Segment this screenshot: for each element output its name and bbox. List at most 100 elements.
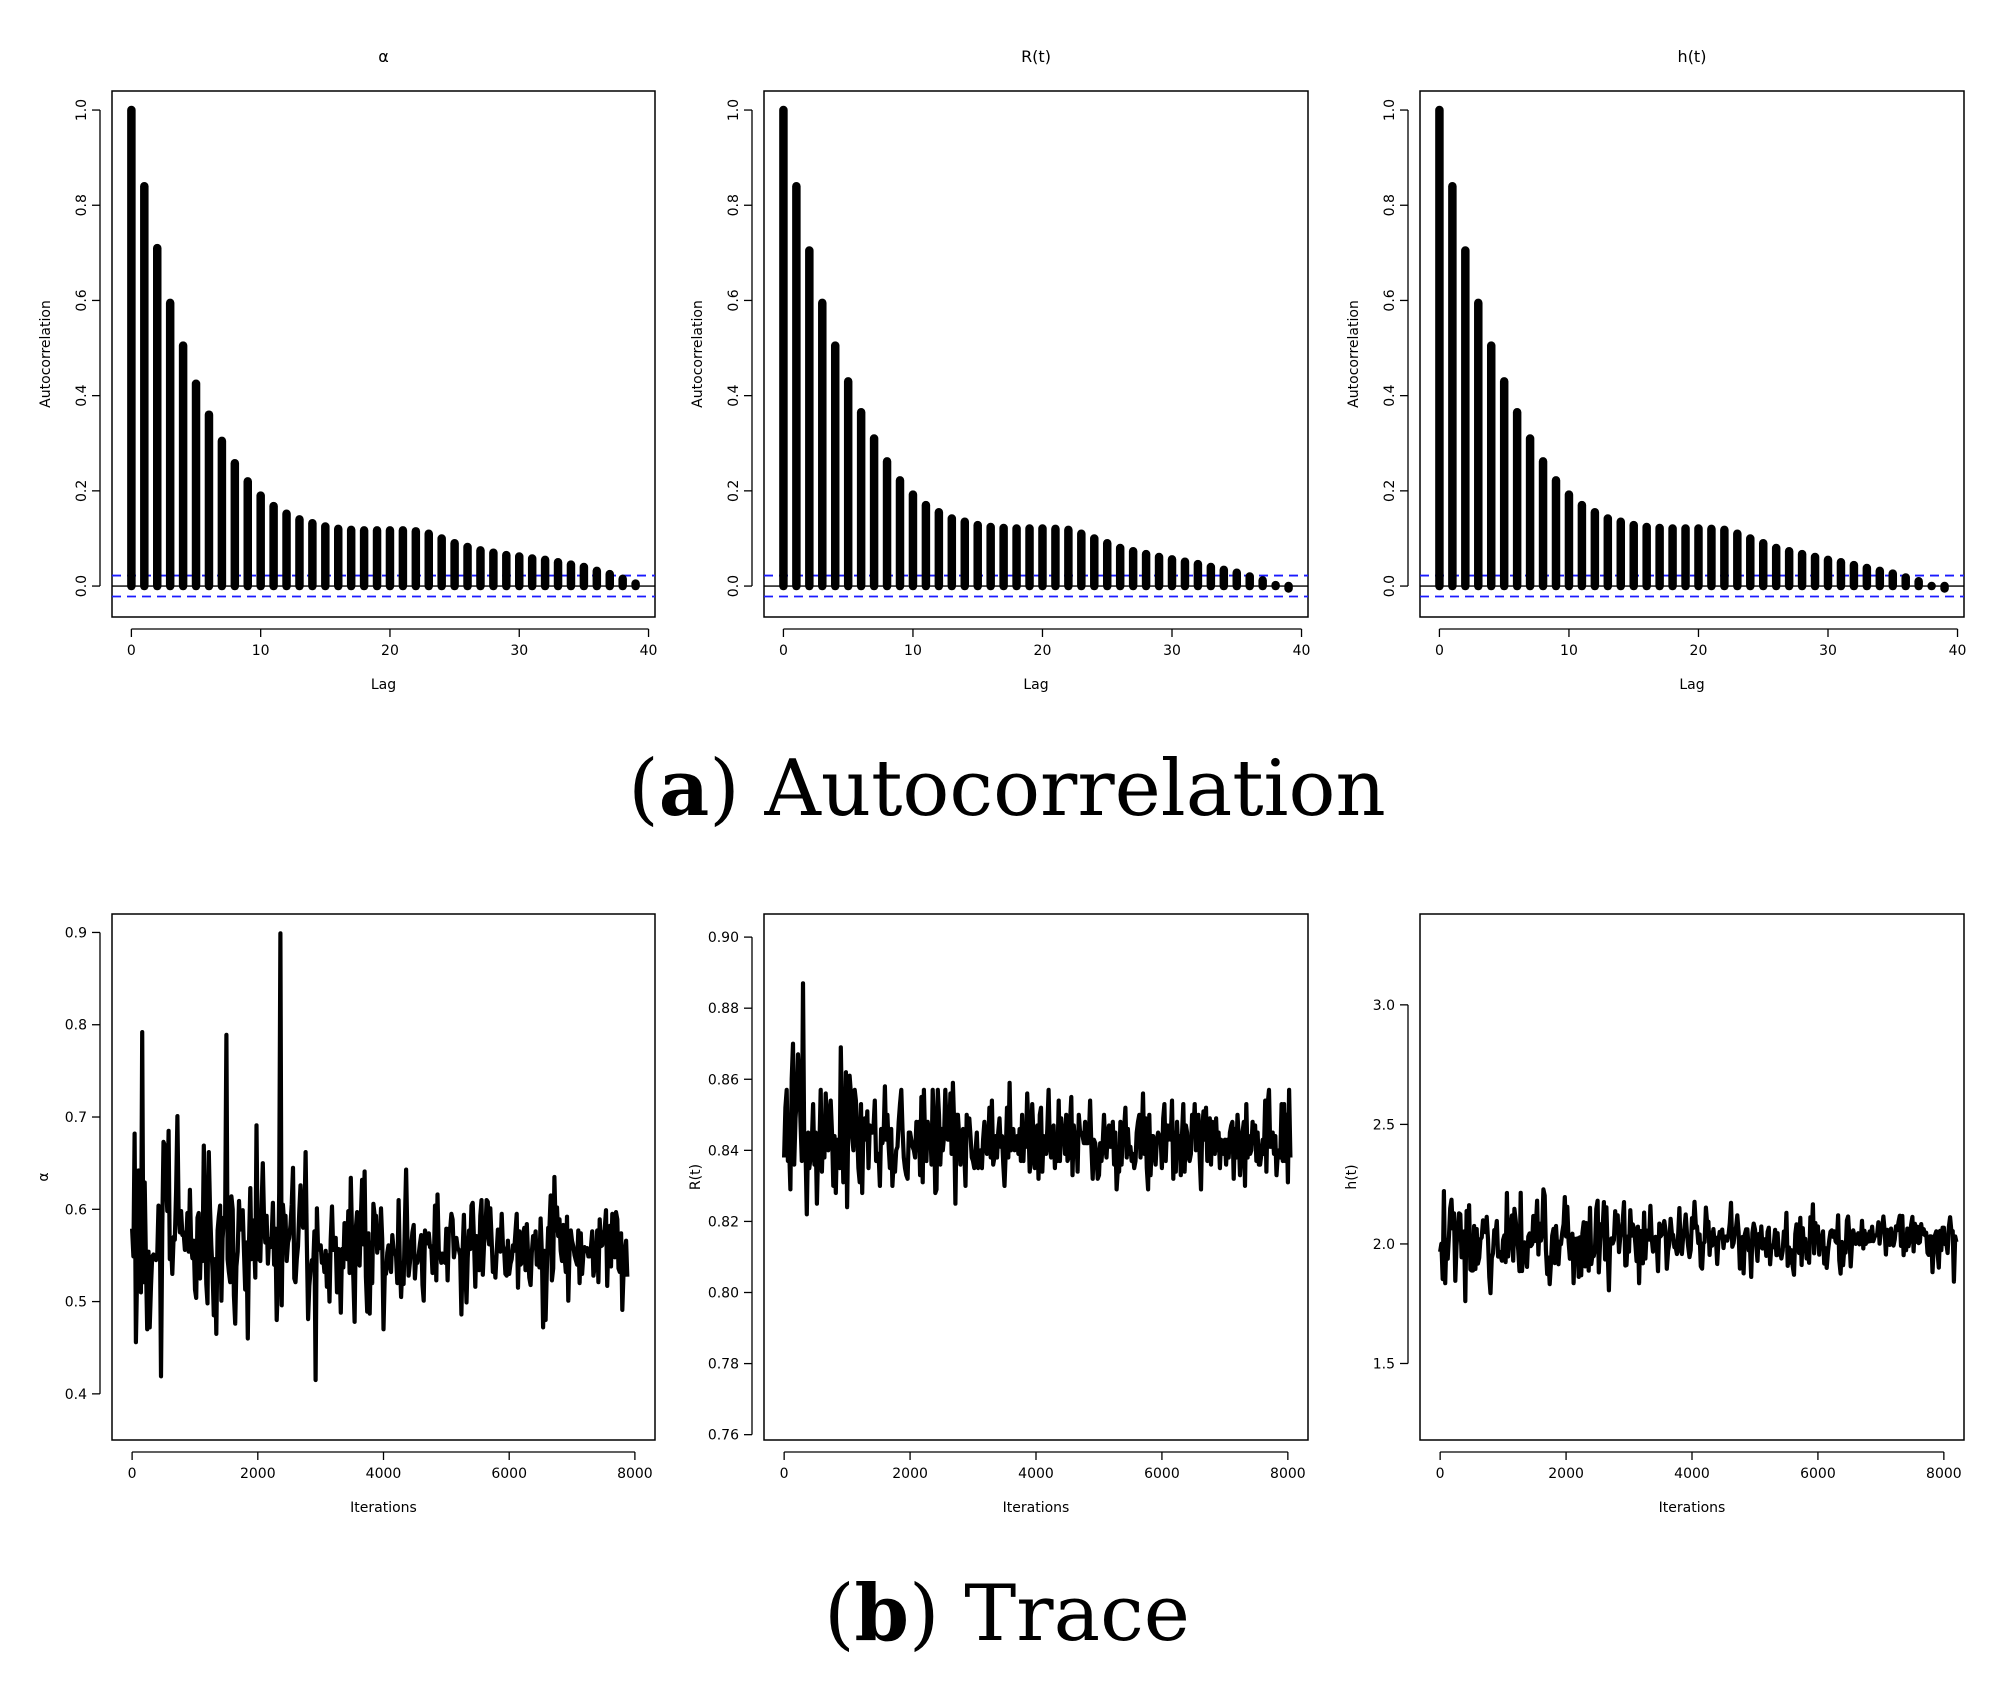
plot-frame [111, 90, 656, 618]
trace-line [130, 931, 630, 1383]
y-tick-label: 0.8 [1382, 194, 1398, 216]
y-axis-label: Autocorrelation [1346, 300, 1362, 408]
y-tick-label: 2.5 [1373, 1117, 1395, 1133]
x-tick-label: 0 [127, 643, 136, 659]
x-tick-label: 0 [780, 1466, 789, 1482]
x-tick-label: 2000 [240, 1466, 276, 1482]
x-tick-label: 20 [1034, 643, 1052, 659]
y-tick-label: 0.4 [726, 384, 742, 406]
x-tick-label: 8000 [1270, 1466, 1306, 1482]
x-tick-label: 10 [252, 643, 270, 659]
y-tick-label: 0.80 [708, 1286, 739, 1302]
y-tick-label: 0.82 [708, 1214, 739, 1230]
y-tick-label: 0.2 [1382, 480, 1398, 502]
y-tick-label: 1.0 [1382, 99, 1398, 121]
y-axis-label: h(t) [1344, 1164, 1360, 1189]
y-tick-label: 0.88 [708, 1001, 739, 1017]
trace-line [782, 981, 1293, 1217]
x-axis-label: Lag [1023, 677, 1048, 693]
x-tick-label: 6000 [1144, 1466, 1180, 1482]
y-axis-label: Autocorrelation [690, 300, 706, 408]
y-tick-label: 0.4 [1382, 384, 1398, 406]
panel-acf-R: R(t) 0 10 20 30 40 Lag 0.0 0.2 0.4 0.6 0.8 1.0 Autoco… [690, 47, 1310, 693]
x-tick-label: 30 [1163, 643, 1181, 659]
y-tick-label: 3.0 [1373, 998, 1395, 1014]
x-tick-label: 4000 [366, 1466, 402, 1482]
panel-trace-h: 0 2000 4000 6000 8000 Iterations 1.5 2.0 2.5 3.0 h… [1344, 913, 1965, 1516]
panel-title: R(t) [1021, 47, 1051, 66]
y-axis-label: α [36, 1172, 52, 1181]
plot-frame [763, 90, 1309, 618]
caption-trace: (b) Trace [824, 1568, 1190, 1659]
x-axis-label: Iterations [1659, 1500, 1726, 1516]
y-tick-label: 1.0 [726, 99, 742, 121]
y-tick-label: 0.8 [74, 194, 90, 216]
x-tick-label: 4000 [1018, 1466, 1054, 1482]
y-tick-label: 0.7 [65, 1110, 87, 1126]
x-tick-label: 8000 [617, 1466, 653, 1482]
y-tick-label: 0.76 [708, 1428, 739, 1444]
x-tick-label: 2000 [892, 1466, 928, 1482]
y-axis-label: Autocorrelation [38, 300, 54, 408]
y-tick-label: 0.8 [726, 194, 742, 216]
panels: α 0 10 20 30 40 Lag 0.0 0.2 0.4 0.6 0.8 1.0 Autocorre… [36, 47, 1966, 1516]
y-tick-label: 0.6 [74, 289, 90, 311]
x-tick-label: 20 [1690, 643, 1708, 659]
plot-frame [1419, 913, 1965, 1441]
caption-autocorrelation: (a) Autocorrelation [628, 743, 1385, 834]
x-tick-label: 10 [1560, 643, 1578, 659]
y-tick-label: 0.2 [726, 480, 742, 502]
panel-title: α [378, 47, 389, 66]
plot-frame [111, 913, 656, 1441]
x-tick-label: 6000 [491, 1466, 527, 1482]
y-tick-label: 0.9 [65, 925, 87, 941]
y-tick-label: 0.4 [65, 1387, 87, 1403]
x-tick-label: 40 [1293, 643, 1311, 659]
x-tick-label: 40 [1949, 643, 1967, 659]
x-tick-label: 0 [1435, 643, 1444, 659]
x-tick-label: 30 [1819, 643, 1837, 659]
y-tick-label: 0.78 [708, 1357, 739, 1373]
panel-acf-h: h(t) 0 10 20 30 40 Lag 0.0 0.2 0.4 0.6 0.8 1.0 Autoco… [1346, 47, 1966, 693]
x-axis-label: Iterations [1003, 1500, 1070, 1516]
x-tick-label: 30 [510, 643, 528, 659]
x-axis-label: Lag [1679, 677, 1704, 693]
y-tick-label: 0.6 [726, 289, 742, 311]
trace-line [1438, 1187, 1959, 1304]
x-tick-label: 4000 [1674, 1466, 1710, 1482]
y-tick-label: 0.5 [65, 1295, 87, 1311]
x-tick-label: 20 [381, 643, 399, 659]
y-tick-label: 0.6 [1382, 289, 1398, 311]
y-tick-label: 0.90 [708, 930, 739, 946]
y-tick-label: 0.2 [74, 480, 90, 502]
x-tick-label: 2000 [1548, 1466, 1584, 1482]
y-tick-label: 1.5 [1373, 1356, 1395, 1372]
x-axis-label: Iterations [350, 1500, 417, 1516]
plot-frame [763, 913, 1309, 1441]
panel-trace-alpha: 0 2000 4000 6000 8000 Iterations 0.4 0.5 0.6 0.7 0… [36, 913, 656, 1516]
x-axis-label: Lag [371, 677, 396, 693]
y-axis-label: R(t) [688, 1164, 704, 1190]
x-tick-label: 0 [128, 1466, 137, 1482]
panel-trace-R: 0 2000 4000 6000 8000 Iterations 0.76 0.78 0.80 0… [688, 913, 1309, 1516]
y-tick-label: 0.6 [65, 1202, 87, 1218]
x-tick-label: 0 [1436, 1466, 1445, 1482]
panel-title: h(t) [1678, 47, 1707, 66]
y-tick-label: 1.0 [74, 99, 90, 121]
y-tick-label: 0.86 [708, 1072, 739, 1088]
x-tick-label: 10 [904, 643, 922, 659]
y-tick-label: 0.0 [74, 575, 90, 597]
x-tick-label: 40 [640, 643, 658, 659]
plot-frame [1419, 90, 1965, 618]
panel-acf-alpha: α 0 10 20 30 40 Lag 0.0 0.2 0.4 0.6 0.8 1.0 Autocorre… [38, 47, 657, 693]
y-tick-label: 0.0 [726, 575, 742, 597]
y-tick-label: 0.0 [1382, 575, 1398, 597]
y-tick-label: 0.4 [74, 384, 90, 406]
y-tick-label: 0.84 [708, 1143, 739, 1159]
x-tick-label: 8000 [1926, 1466, 1962, 1482]
x-tick-label: 0 [779, 643, 788, 659]
x-tick-label: 6000 [1800, 1466, 1836, 1482]
y-tick-label: 2.0 [1373, 1237, 1395, 1253]
y-tick-label: 0.8 [65, 1018, 87, 1034]
